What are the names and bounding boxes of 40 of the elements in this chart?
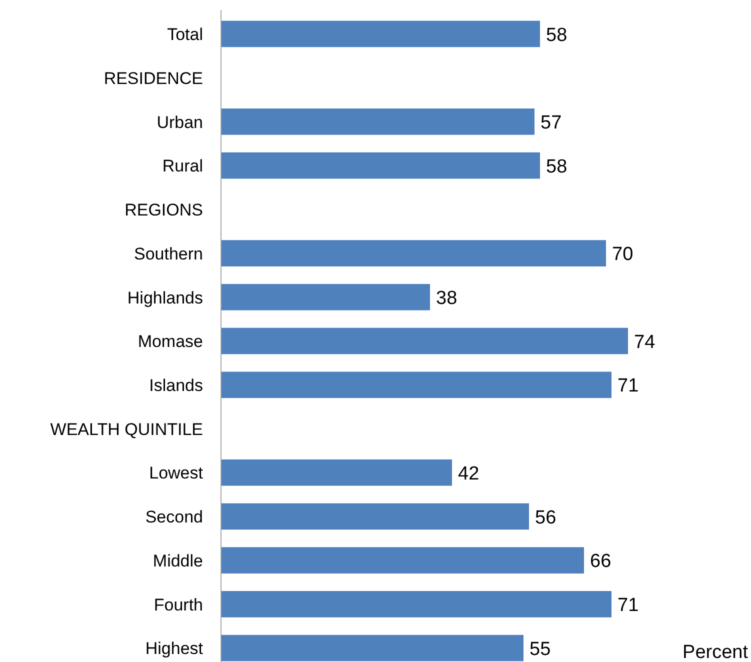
x-axis-title: Percent	[682, 642, 749, 662]
y-tick-label: Fourth	[154, 595, 203, 614]
bar	[221, 459, 452, 486]
data-label: 58	[546, 156, 568, 178]
y-tick-label: Highest	[145, 639, 204, 658]
bar	[221, 547, 584, 574]
data-label: 66	[590, 551, 612, 572]
bar	[221, 20, 540, 48]
y-tick-label: REGIONS	[124, 200, 203, 220]
bar	[221, 240, 606, 266]
bar	[221, 108, 534, 135]
bar	[221, 372, 612, 398]
data-label: 57	[540, 112, 562, 134]
y-tick-label: Urban	[156, 112, 203, 132]
y-tick-label: Total	[167, 25, 203, 44]
data-label: 42	[458, 463, 480, 484]
y-tick-label: Rural	[162, 156, 203, 176]
data-label: 74	[634, 332, 656, 353]
data-label: 38	[436, 288, 458, 309]
bar	[221, 503, 529, 530]
y-tick-label: RESIDENCE	[104, 68, 203, 88]
y-tick-label: WEALTH QUINTILE	[50, 420, 203, 439]
bar	[221, 328, 628, 354]
data-label: 55	[530, 638, 551, 660]
y-tick-label: Highlands	[127, 288, 203, 308]
y-tick-label: Middle	[152, 551, 203, 570]
y-tick-label: Momase	[138, 332, 203, 352]
data-label: 56	[535, 507, 556, 528]
data-label: 71	[618, 376, 639, 397]
y-tick-label: Islands	[149, 376, 203, 395]
data-label: 71	[618, 595, 639, 616]
data-label: 58	[546, 24, 568, 46]
bar	[221, 284, 430, 310]
y-tick-label: Southern	[134, 244, 203, 264]
bar	[221, 152, 540, 179]
bar	[221, 634, 524, 662]
bar	[221, 591, 612, 618]
y-tick-label: Lowest	[149, 464, 204, 483]
y-tick-label: Second	[145, 508, 203, 527]
data-label: 70	[612, 244, 634, 266]
